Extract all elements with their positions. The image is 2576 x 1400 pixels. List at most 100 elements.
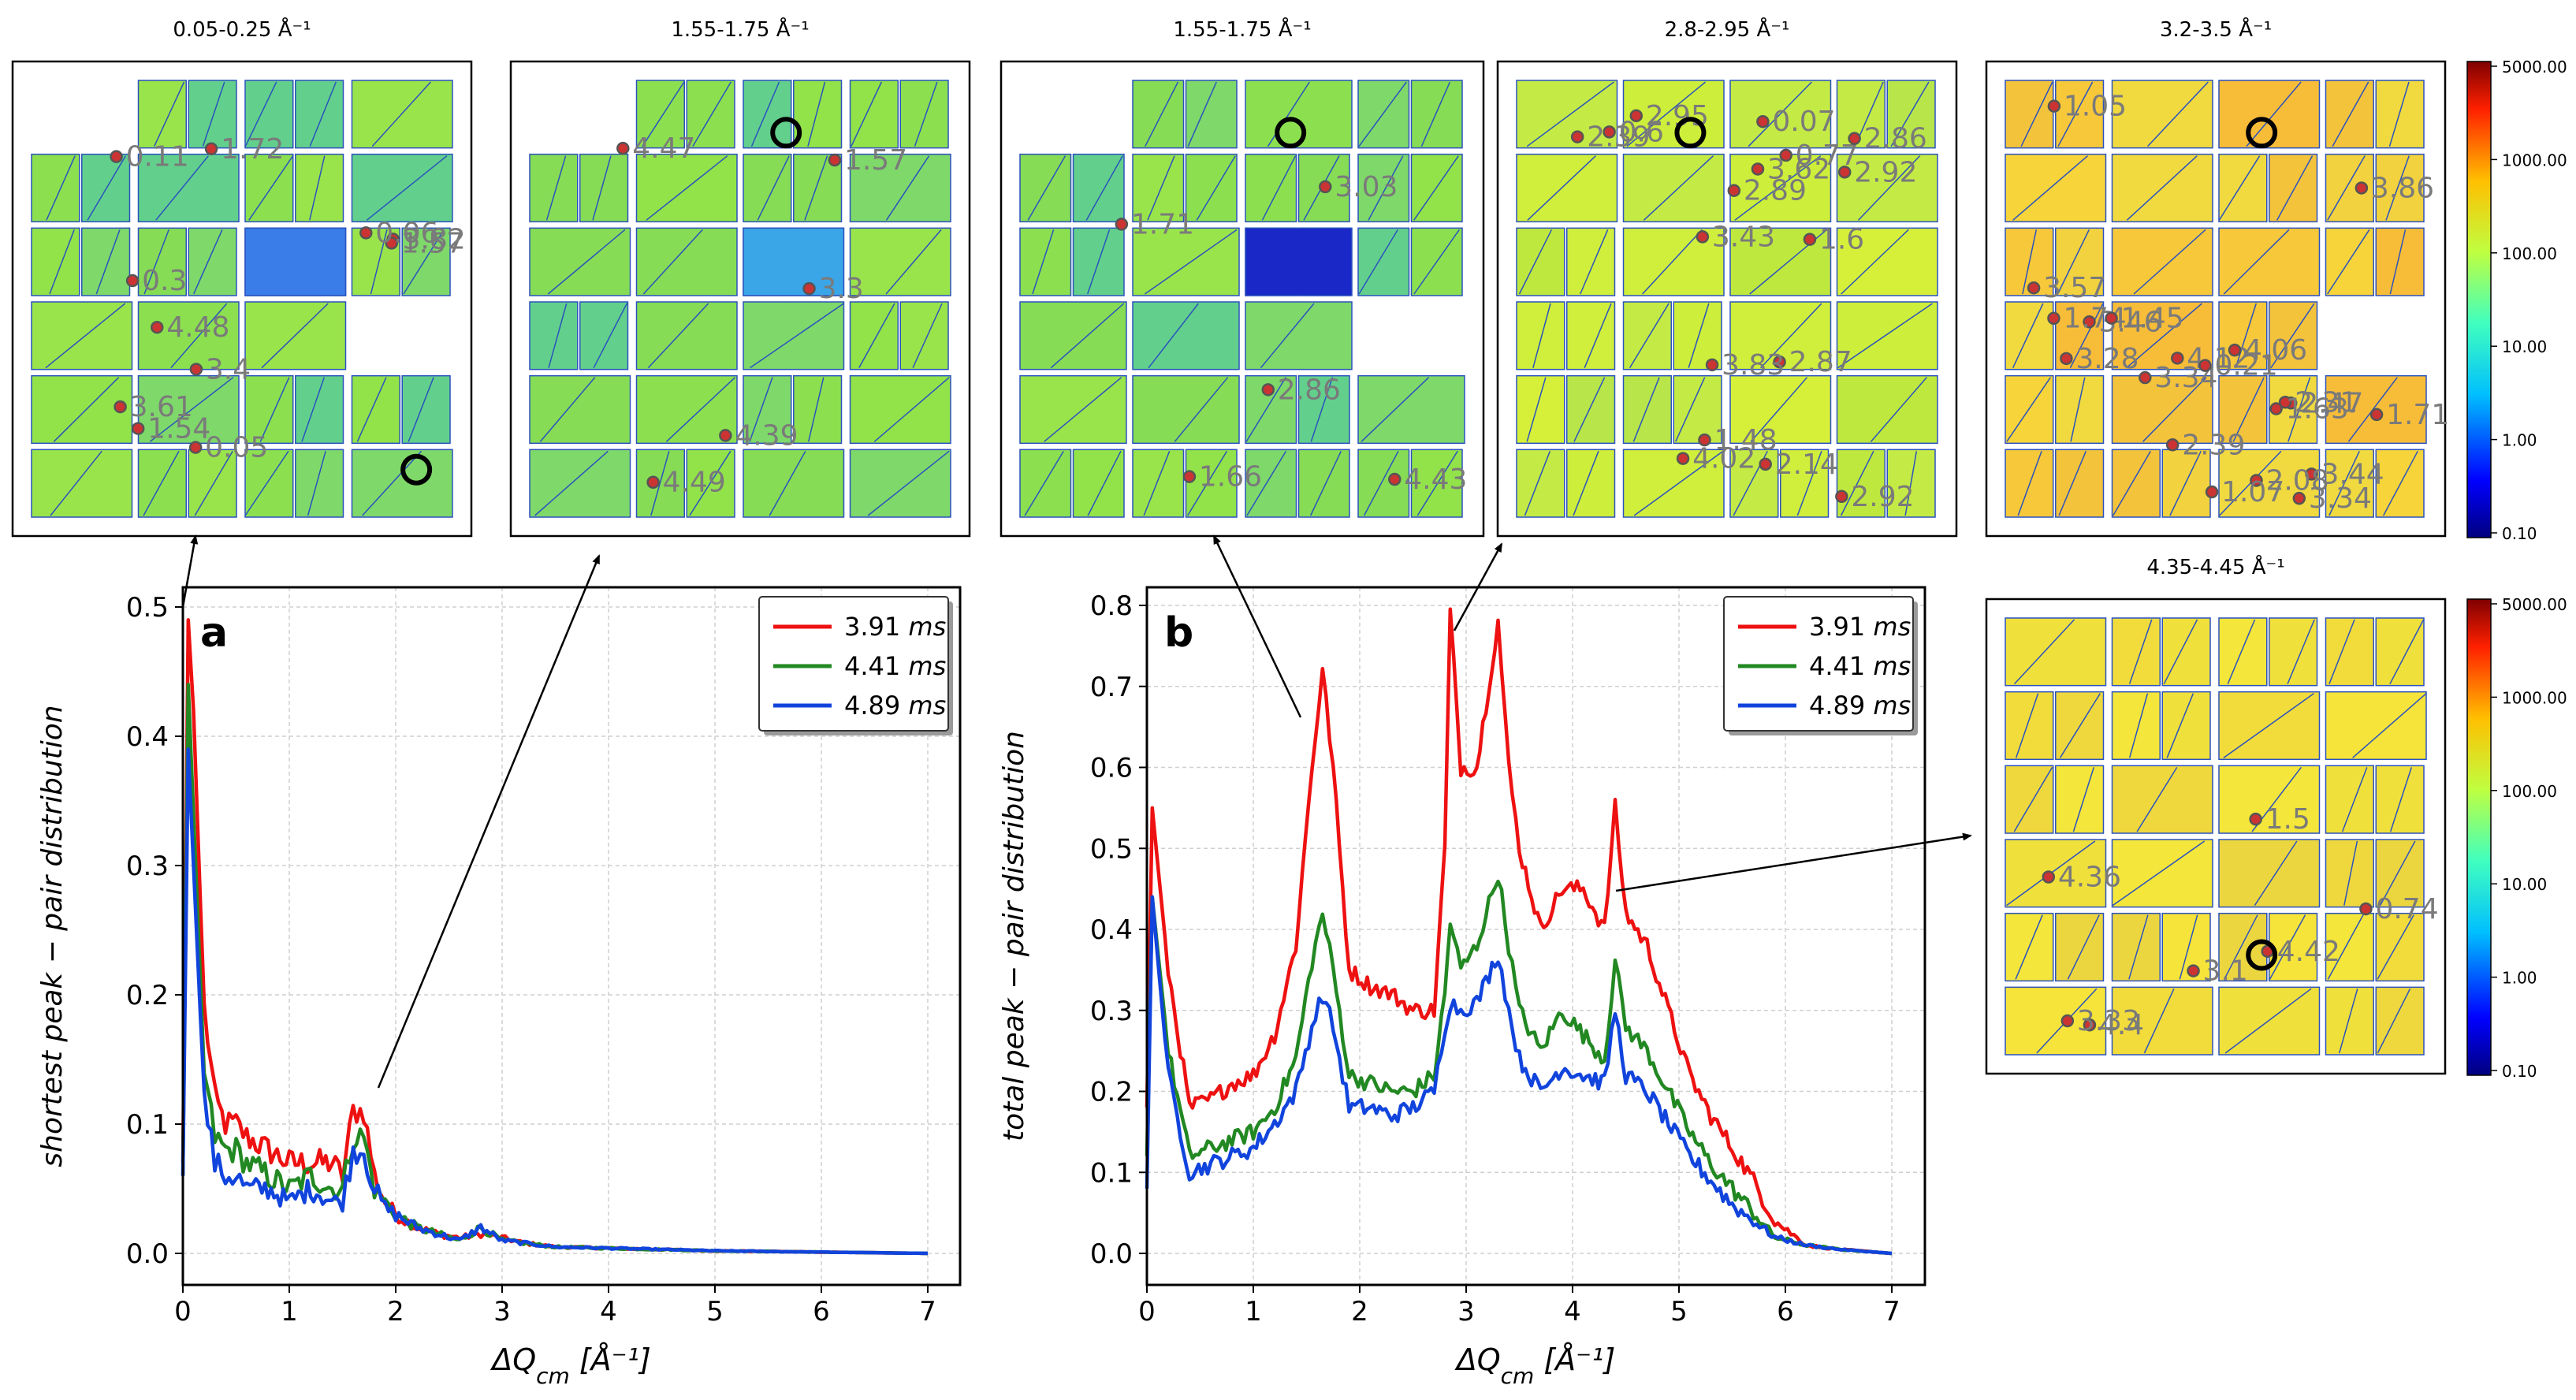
detector-streak <box>1573 451 1599 516</box>
peak-label: 3.33 <box>2077 1005 2140 1037</box>
detector-streak <box>2338 989 2358 1054</box>
detector-module <box>849 80 899 149</box>
detector-title: 3.2-3.5 Å⁻¹ <box>2160 17 2272 42</box>
detector-title: 4.35-4.45 Å⁻¹ <box>2146 554 2284 579</box>
peak-marker <box>2359 902 2373 916</box>
detector-module <box>579 153 629 223</box>
detector-streak <box>2057 229 2090 295</box>
peak-marker <box>2047 311 2060 325</box>
detector-streak <box>2147 81 2209 147</box>
detector-module <box>2161 449 2211 518</box>
detector-streak <box>2254 840 2298 907</box>
peak-label: 1.66 <box>1199 461 1262 493</box>
detector-streak <box>769 450 806 516</box>
peak-marker <box>1603 125 1616 139</box>
detector-streak <box>155 155 209 221</box>
y-tick-label: 0.4 <box>1090 914 1133 946</box>
y-tick-label: 0.8 <box>1090 590 1133 622</box>
detector-streak <box>1629 303 1670 369</box>
detector-streak <box>1196 155 1236 221</box>
legend <box>1723 596 1914 732</box>
detector-streak <box>592 155 612 221</box>
detector-streak <box>757 155 790 221</box>
detector-module <box>1132 80 1185 149</box>
detector-module <box>635 227 738 296</box>
detector-module-hot <box>1245 227 1353 296</box>
detector-module <box>2325 691 2427 761</box>
detector-module <box>1729 374 1832 445</box>
detector-module <box>295 80 344 149</box>
peak-marker <box>2105 311 2118 325</box>
peak-label: 4.48 <box>166 311 229 344</box>
detector-streak <box>646 155 728 221</box>
detector-module <box>2375 912 2425 982</box>
peak-label: 4.49 <box>663 467 726 499</box>
detector-module <box>2005 301 2054 370</box>
peak-label: 2.39 <box>1587 121 1650 154</box>
peak-label: 1.48 <box>1714 424 1777 456</box>
x-tick-label: 0 <box>174 1296 192 1327</box>
detector-module <box>31 301 133 370</box>
colorbar: 5000.00 1000.00 100.00 10.00 1.00 0.10 <box>2466 595 2567 1081</box>
detector-streak <box>1148 303 1199 369</box>
annotation-arrow <box>377 554 601 1089</box>
detector-image: 1.55-1.75 Å⁻¹ 1.57 3.3 4.39 4.47 4.49 <box>509 17 971 538</box>
detector-streak <box>356 377 387 442</box>
detector-streak <box>403 229 445 295</box>
detector-module <box>2218 301 2268 370</box>
detector-module <box>849 449 951 518</box>
detector-image: 2.8-2.95 Å⁻¹ 2.14 0.07 0.6 1.48 0.77 1.6 2.89 2.… <box>1496 17 1958 538</box>
detector-module <box>1132 153 1185 223</box>
peak-marker <box>188 441 203 454</box>
annotation-arrow <box>1615 832 1972 892</box>
detector-streak <box>50 450 102 516</box>
detector-streak <box>2072 767 2095 832</box>
peak-marker <box>2060 1014 2075 1028</box>
detector-module <box>2111 839 2213 908</box>
detector-module <box>2161 912 2211 982</box>
peak-marker <box>1756 114 1770 128</box>
detector-module <box>1019 227 1072 296</box>
detector-module <box>2269 153 2318 223</box>
y-tick-label: 0.6 <box>1090 753 1133 784</box>
detector-streak <box>650 451 670 516</box>
detector-module <box>529 153 579 223</box>
peak-label: 0.06 <box>375 217 438 249</box>
detector-module <box>2055 765 2105 834</box>
detector-streak <box>309 81 337 147</box>
detector-module <box>2218 617 2268 687</box>
peak-marker <box>2355 181 2369 195</box>
detector-streak <box>1526 377 1547 442</box>
detector-module <box>2055 691 2105 761</box>
detector-streak <box>2276 155 2314 221</box>
peak-label: 2.89 <box>1744 175 1807 207</box>
detector-streak <box>2385 155 2410 221</box>
detector-streak <box>1796 451 1822 516</box>
colorbar-tick-label: 1.00 <box>2502 969 2537 988</box>
x-tick-label: 0 <box>1138 1296 1156 1327</box>
detector-title: 2.8-2.95 Å⁻¹ <box>1665 17 1790 42</box>
detector-streak <box>2013 766 2053 832</box>
peak-label: 4.42 <box>2277 936 2340 968</box>
x-tick-label: 7 <box>1883 1296 1900 1327</box>
detector-streak <box>1524 451 1551 516</box>
detector-streak <box>1642 229 1703 295</box>
peak-label: 4.39 <box>735 419 798 452</box>
detector-module <box>81 153 131 223</box>
peak-label: 3.57 <box>2043 272 2106 304</box>
peak-marker <box>114 400 127 414</box>
peak-marker <box>1727 184 1741 197</box>
detector-streak <box>2112 840 2206 907</box>
detector-image: 0.05-0.25 Å⁻¹ 3.61 4.48 3.821.57 3.4 1.54 1.72… <box>11 17 473 538</box>
detector-module <box>2218 765 2321 834</box>
detector-module <box>1185 80 1238 149</box>
detector-module <box>2111 80 2213 149</box>
detector-module <box>1836 227 1938 296</box>
peak-marker <box>189 363 203 376</box>
detector-streak <box>259 377 290 442</box>
detector-streak <box>1413 229 1460 295</box>
x-tick-label: 4 <box>1564 1296 1581 1327</box>
detector-streak <box>309 155 326 221</box>
detector-streak <box>95 229 121 295</box>
